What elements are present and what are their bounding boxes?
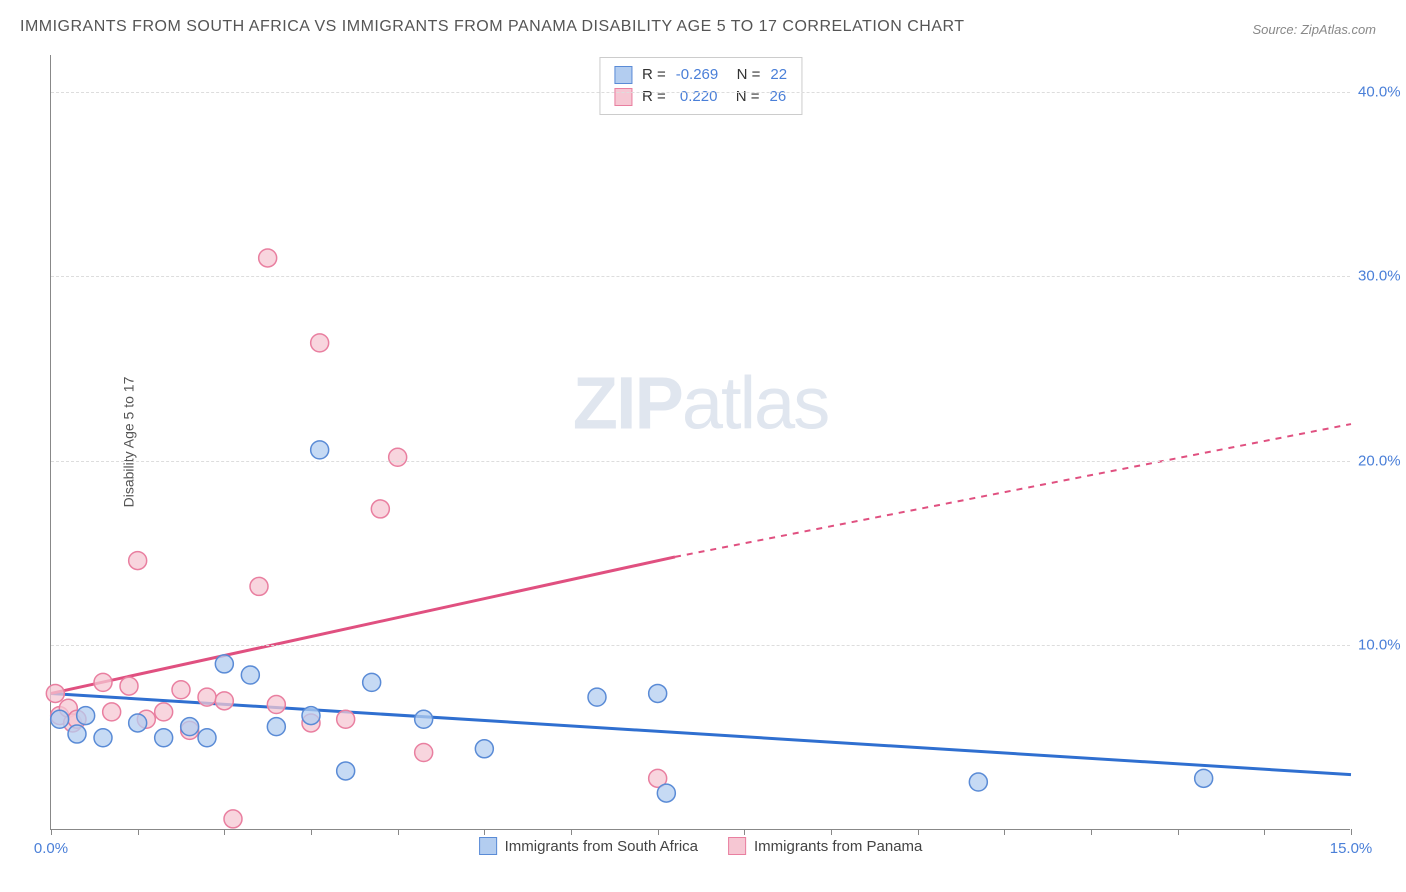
n-label: N = (727, 86, 759, 108)
point-blue (77, 707, 95, 725)
point-blue (51, 710, 69, 728)
n-value-pink: 26 (770, 86, 787, 108)
n-label: N = (728, 64, 760, 86)
point-blue (155, 729, 173, 747)
x-tick (51, 829, 52, 835)
swatch-blue-icon (479, 837, 497, 855)
n-value-blue: 22 (770, 64, 787, 86)
point-pink (198, 688, 216, 706)
r-label: R = (642, 86, 666, 108)
x-tick (138, 829, 139, 835)
point-blue (649, 684, 667, 702)
swatch-pink (614, 88, 632, 106)
point-pink (337, 710, 355, 728)
point-pink (215, 692, 233, 710)
trend-line-pink-extrapolated (675, 424, 1351, 557)
point-blue (969, 773, 987, 791)
point-pink (311, 334, 329, 352)
point-blue (475, 740, 493, 758)
x-tick (1004, 829, 1005, 835)
x-tick (311, 829, 312, 835)
point-blue (181, 718, 199, 736)
trend-line-pink (51, 557, 675, 694)
point-blue (215, 655, 233, 673)
legend-row-blue: R = -0.269 N = 22 (614, 64, 787, 86)
series-b-label: Immigrants from Panama (754, 838, 922, 855)
legend-item-pink: Immigrants from Panama (728, 837, 922, 855)
point-blue (94, 729, 112, 747)
r-label: R = (642, 64, 666, 86)
point-blue (588, 688, 606, 706)
point-blue (302, 707, 320, 725)
r-value-blue: -0.269 (676, 64, 719, 86)
legend-item-blue: Immigrants from South Africa (479, 837, 698, 855)
chart-svg (51, 55, 1350, 829)
point-pink (172, 681, 190, 699)
x-tick (658, 829, 659, 835)
grid-line (51, 461, 1350, 462)
point-pink (94, 673, 112, 691)
point-blue (1195, 769, 1213, 787)
point-pink (224, 810, 242, 828)
x-tick (484, 829, 485, 835)
legend-series: Immigrants from South Africa Immigrants … (479, 837, 923, 855)
point-pink (120, 677, 138, 695)
grid-line (51, 645, 1350, 646)
point-pink (259, 249, 277, 267)
swatch-pink-icon (728, 837, 746, 855)
point-blue (68, 725, 86, 743)
legend-correlation: R = -0.269 N = 22 R = 0.220 N = 26 (599, 57, 802, 115)
x-tick (571, 829, 572, 835)
point-pink (250, 577, 268, 595)
point-blue (198, 729, 216, 747)
x-tick (831, 829, 832, 835)
x-tick-label: 0.0% (34, 840, 68, 857)
x-tick (1178, 829, 1179, 835)
x-tick (1091, 829, 1092, 835)
chart-title: IMMIGRANTS FROM SOUTH AFRICA VS IMMIGRAN… (20, 18, 965, 36)
grid-line (51, 276, 1350, 277)
trend-line-blue (51, 693, 1351, 774)
point-blue (657, 784, 675, 802)
point-pink (371, 500, 389, 518)
x-tick (1351, 829, 1352, 835)
grid-line (51, 92, 1350, 93)
r-value-pink: 0.220 (676, 86, 718, 108)
point-pink (46, 684, 64, 702)
series-a-label: Immigrants from South Africa (505, 838, 698, 855)
x-tick (224, 829, 225, 835)
point-blue (415, 710, 433, 728)
y-tick-label: 20.0% (1358, 452, 1406, 469)
x-tick (398, 829, 399, 835)
x-tick (918, 829, 919, 835)
x-tick (744, 829, 745, 835)
swatch-blue (614, 66, 632, 84)
point-pink (415, 744, 433, 762)
point-pink (155, 703, 173, 721)
point-blue (267, 718, 285, 736)
point-blue (363, 673, 381, 691)
y-tick-label: 10.0% (1358, 637, 1406, 654)
point-pink (103, 703, 121, 721)
legend-row-pink: R = 0.220 N = 26 (614, 86, 787, 108)
point-blue (241, 666, 259, 684)
point-blue (129, 714, 147, 732)
x-tick (1264, 829, 1265, 835)
plot-area: Disability Age 5 to 17 ZIPatlas R = -0.2… (50, 55, 1350, 830)
y-tick-label: 30.0% (1358, 268, 1406, 285)
point-pink (267, 696, 285, 714)
point-pink (129, 552, 147, 570)
source-attribution: Source: ZipAtlas.com (1252, 22, 1376, 37)
y-tick-label: 40.0% (1358, 83, 1406, 100)
x-tick-label: 15.0% (1330, 840, 1373, 857)
point-pink (389, 448, 407, 466)
point-blue (311, 441, 329, 459)
point-blue (337, 762, 355, 780)
